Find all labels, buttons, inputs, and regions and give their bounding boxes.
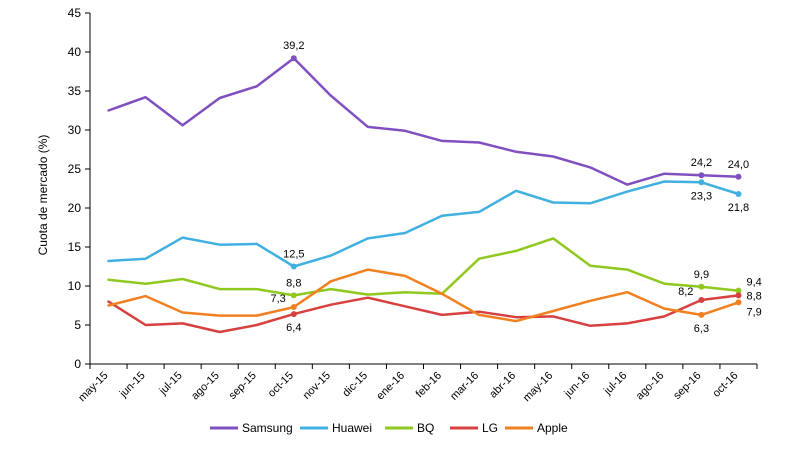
data-label: 8,2 bbox=[678, 286, 693, 298]
legend-item-samsung: Samsung bbox=[210, 421, 293, 435]
legend-item-lg: LG bbox=[450, 421, 498, 435]
legend-label: Huawei bbox=[332, 421, 372, 435]
data-label: 9,9 bbox=[694, 269, 709, 281]
data-label: 39,2 bbox=[283, 40, 304, 52]
legend: Samsung Huawei BQ LG Apple bbox=[210, 421, 568, 435]
x-tick-label: sep-15 bbox=[227, 370, 259, 402]
y-axis-label: Cuota de mercado (%) bbox=[36, 135, 50, 256]
series-lg bbox=[107, 294, 740, 334]
data-label: 24,0 bbox=[728, 159, 749, 171]
data-point-marker bbox=[290, 304, 297, 311]
legend-label: BQ bbox=[417, 421, 434, 435]
x-tick-label: may-16 bbox=[521, 370, 555, 404]
y-tick-label: 20 bbox=[68, 201, 82, 215]
y-tick-label: 10 bbox=[68, 279, 82, 293]
data-point-marker bbox=[698, 172, 705, 179]
x-tick-label: ago-16 bbox=[634, 370, 667, 403]
data-point-marker bbox=[735, 287, 742, 294]
data-point-marker bbox=[698, 179, 705, 186]
data-label: 9,4 bbox=[746, 277, 761, 289]
series-bq bbox=[107, 237, 740, 297]
x-tick-label: abr-16 bbox=[487, 370, 518, 401]
data-label: 24,2 bbox=[691, 157, 712, 169]
x-tick-label: jun-15 bbox=[117, 370, 148, 401]
x-tick-label: jun-16 bbox=[562, 370, 593, 401]
data-point-marker bbox=[698, 283, 705, 290]
x-tick-label: jul-15 bbox=[157, 370, 185, 398]
data-label: 8,8 bbox=[746, 290, 761, 302]
y-tick-label: 0 bbox=[74, 357, 81, 371]
legend-label: Apple bbox=[537, 421, 568, 435]
y-tick-label: 30 bbox=[68, 123, 82, 137]
data-point-marker bbox=[698, 297, 705, 304]
data-label: 21,8 bbox=[728, 202, 749, 214]
legend-item-bq: BQ bbox=[385, 421, 434, 435]
data-label: 7,9 bbox=[746, 306, 761, 318]
series-layer bbox=[107, 56, 740, 334]
y-tick-label: 40 bbox=[68, 45, 82, 59]
data-point-marker bbox=[735, 292, 742, 299]
x-tick-label: oct-15 bbox=[266, 370, 296, 400]
series-line-bq bbox=[107, 237, 740, 297]
x-tick-label: sep-16 bbox=[671, 370, 703, 402]
series-apple bbox=[107, 268, 740, 323]
data-point-marker bbox=[735, 190, 742, 197]
data-point-marker bbox=[290, 55, 297, 62]
data-point-marker bbox=[290, 263, 297, 270]
x-tick-label: oct-16 bbox=[710, 370, 740, 400]
data-point-marker bbox=[735, 299, 742, 306]
y-tick-label: 5 bbox=[74, 318, 81, 332]
series-line-lg bbox=[107, 294, 740, 334]
legend-label: LG bbox=[482, 421, 498, 435]
y-tick-label: 15 bbox=[68, 240, 82, 254]
data-point-marker bbox=[735, 173, 742, 180]
legend-item-apple: Apple bbox=[505, 421, 568, 435]
data-point-marker bbox=[698, 311, 705, 318]
x-tick-label: feb-16 bbox=[414, 370, 445, 401]
x-tick-label: dic-15 bbox=[340, 370, 370, 400]
data-label: 7,3 bbox=[271, 293, 286, 305]
series-line-apple bbox=[107, 268, 740, 323]
data-label: 23,3 bbox=[691, 190, 712, 202]
data-point-marker bbox=[290, 292, 297, 299]
series-samsung bbox=[107, 56, 740, 186]
x-tick-label: ene-16 bbox=[374, 370, 407, 403]
x-tick-label: nov-15 bbox=[301, 370, 333, 402]
y-tick-label: 45 bbox=[68, 6, 82, 20]
data-label: 6,4 bbox=[286, 322, 301, 334]
y-tick-label: 35 bbox=[68, 84, 82, 98]
data-label: 6,3 bbox=[694, 323, 709, 335]
annotation-layer: 39,2 24,2 24,0 12,5 23,3 21,8 8,8 9,9 9,4 6,4 8,2 8… bbox=[271, 40, 762, 335]
y-tick-label: 25 bbox=[68, 162, 82, 176]
legend-item-huawei: Huawei bbox=[300, 421, 372, 435]
series-line-samsung bbox=[107, 56, 740, 186]
legend-label: Samsung bbox=[242, 421, 293, 435]
x-tick-label: may-15 bbox=[76, 370, 110, 404]
series-line-huawei bbox=[107, 180, 740, 268]
series-huawei bbox=[107, 180, 740, 268]
x-tick-label: jul-16 bbox=[601, 370, 629, 398]
data-label: 8,8 bbox=[286, 277, 301, 289]
x-tick-label: mar-16 bbox=[448, 370, 481, 403]
x-tick-label: ago-15 bbox=[189, 370, 222, 403]
data-point-marker bbox=[290, 311, 297, 318]
data-label: 12,5 bbox=[283, 249, 304, 261]
